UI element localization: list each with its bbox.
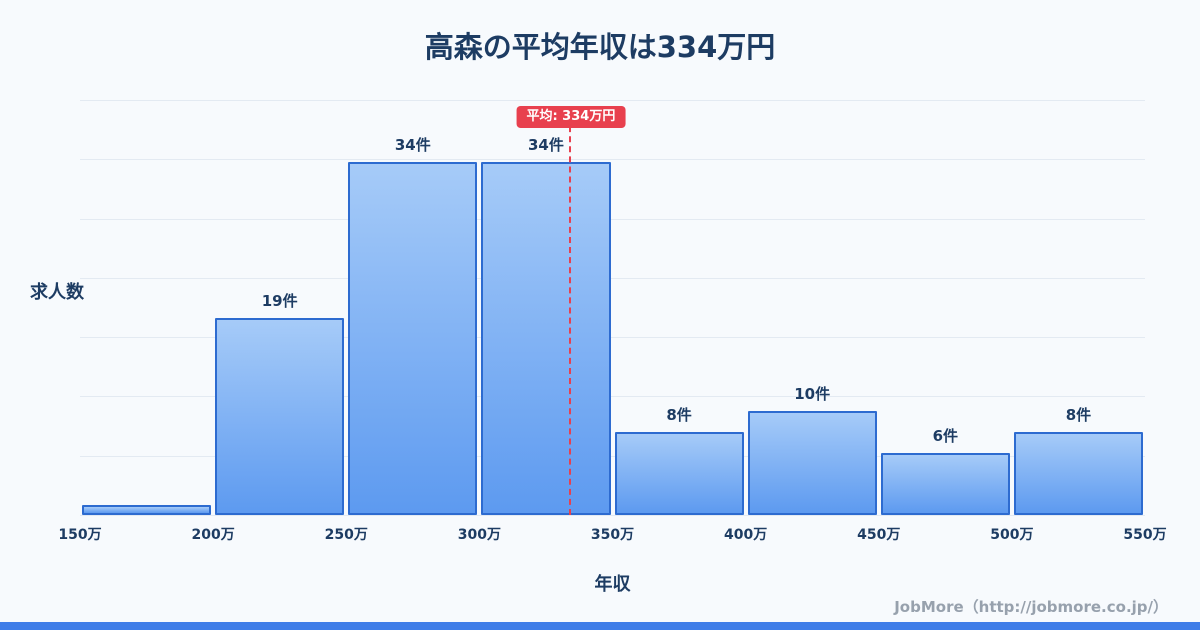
histogram-bar-slot: 10件 [746,100,879,515]
x-axis-label: 年収 [594,574,631,595]
histogram-bar-slot [80,100,213,515]
bar-value-label: 34件 [394,136,431,155]
average-line: 平均: 334万円 [516,106,626,515]
histogram-bar [614,432,744,515]
bar-value-label: 10件 [794,385,831,404]
gridline [80,455,1145,457]
histogram-bar [1013,432,1143,515]
x-tick-label: 200万 [191,527,235,543]
histogram-bar [82,504,212,515]
credit-text: JobMore（http://jobmore.co.jp/） [894,598,1168,616]
x-tick-label: 350万 [590,527,635,543]
x-tick-label: 300万 [457,527,501,543]
plot-area: 19件 34件 34件 8件 10件 6件 8件 平均: 334万円 [80,100,1145,516]
histogram-bar [348,162,478,515]
x-tick-label: 500万 [990,527,1034,543]
histogram-bar [215,317,345,515]
x-tick-label: 400万 [724,527,768,543]
bar-value-label: 8件 [1065,406,1092,424]
y-axis-label: 求人数 [30,282,84,303]
histogram-bar [880,452,1010,515]
histogram-bar-slot: 8件 [1012,100,1145,515]
gridline [80,396,1145,398]
chart-title: 高森の平均年収は334万円 [424,30,776,64]
gridline [80,218,1145,220]
gridline [80,337,1145,339]
average-badge: 平均: 334万円 [516,106,626,129]
histogram-bar [481,162,611,515]
histogram-bar-slot: 8件 [613,100,746,515]
bar-value-label: 19件 [261,291,298,310]
histogram-bar-slot: 6件 [879,100,1012,515]
bar-value-label: 6件 [932,426,959,445]
gridline [80,159,1145,161]
gridlines [80,100,1145,516]
histogram-bar [747,411,877,515]
histogram-bar-slot: 34件 [479,100,612,515]
histogram-bar-slot: 19件 [213,100,346,515]
x-tick-label: 250万 [324,527,368,543]
x-tick-label: 450万 [857,527,901,543]
bar-value-label: 8件 [666,406,692,424]
x-tick-label: 150万 [58,527,102,543]
x-tick-label: 550万 [1123,527,1167,543]
gridline [80,277,1145,279]
histogram-bars: 19件 34件 34件 8件 10件 6件 8件 [80,100,1145,515]
histogram-bar-slot: 34件 [346,100,479,515]
bottom-accent-bar [0,622,1200,630]
bar-value-label: 34件 [528,136,564,155]
gridline [80,100,1145,101]
x-axis-ticks: 150万 200万 250万 300万 350万 400万 450万 500万 550万 [58,524,1166,544]
gridline [80,515,1145,516]
